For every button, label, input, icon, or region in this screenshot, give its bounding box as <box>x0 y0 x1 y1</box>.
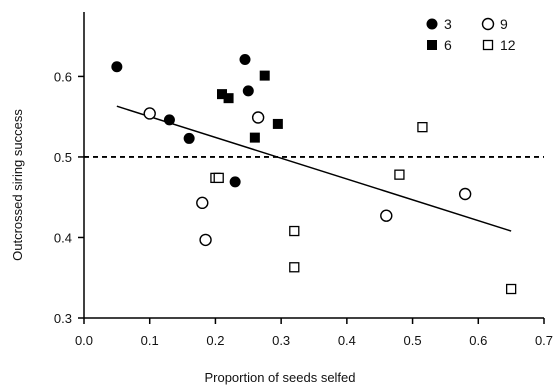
x-tick-label: 0.6 <box>469 333 487 348</box>
data-point-series-3 <box>229 176 241 188</box>
legend-marker-3 <box>426 18 438 30</box>
data-point-series-9 <box>458 187 472 201</box>
x-axis-title: Proportion of seeds selfed <box>204 370 355 385</box>
legend-label-9: 9 <box>500 16 508 32</box>
regression-line-group <box>116 105 512 232</box>
axes: 0.0 0.1 0.2 0.3 0.4 0.5 0.6 0.7 0.3 0.4 0.5 0.6 <box>54 12 553 348</box>
data-point-series-12 <box>213 172 224 184</box>
legend-label-12: 12 <box>500 37 516 53</box>
data-points <box>111 54 517 295</box>
y-tick-label: 0.5 <box>54 150 72 165</box>
x-tick-label: 0.1 <box>141 333 159 348</box>
data-point-series-9 <box>251 111 265 124</box>
data-point-series-12 <box>289 225 300 237</box>
legend-marker-6 <box>427 40 437 50</box>
data-point-series-12 <box>289 262 300 273</box>
data-point-series-3 <box>183 132 195 144</box>
x-tick-label: 0.0 <box>75 333 93 348</box>
x-tick-label: 0.3 <box>272 333 290 348</box>
y-tick-label: 0.3 <box>54 311 72 326</box>
data-point-series-9 <box>380 209 393 222</box>
data-point-series-12 <box>505 283 517 295</box>
data-point-series-6 <box>223 93 234 104</box>
data-point-series-12 <box>394 169 405 180</box>
data-point-series-6 <box>259 70 270 81</box>
data-point-series-9 <box>196 196 209 210</box>
data-point-series-9 <box>199 233 212 247</box>
data-point-series-3 <box>239 54 251 66</box>
data-point-series-6 <box>217 89 227 100</box>
legend-label-3: 3 <box>444 16 452 32</box>
data-point-series-9 <box>143 107 156 120</box>
x-tick-label: 0.7 <box>535 333 553 348</box>
data-point-series-6 <box>249 132 260 143</box>
data-point-series-6 <box>272 118 283 129</box>
x-tick-label: 0.4 <box>338 333 356 348</box>
data-point-series-3 <box>242 85 254 97</box>
legend-label-6: 6 <box>444 37 452 53</box>
data-point-series-3 <box>163 114 175 126</box>
x-tick-label: 0.5 <box>404 333 422 348</box>
x-tick-label: 0.2 <box>206 333 224 348</box>
data-point-series-3 <box>111 61 123 73</box>
legend-marker-12 <box>482 39 494 51</box>
y-tick-label: 0.4 <box>54 230 72 245</box>
legend-marker-9 <box>481 17 495 31</box>
data-point-series-12 <box>417 122 428 133</box>
y-axis-title: Outcrossed siring success <box>10 109 25 261</box>
legend: 3 6 9 12 <box>426 16 516 53</box>
y-tick-label: 0.6 <box>54 69 72 84</box>
regression-line <box>116 105 512 232</box>
